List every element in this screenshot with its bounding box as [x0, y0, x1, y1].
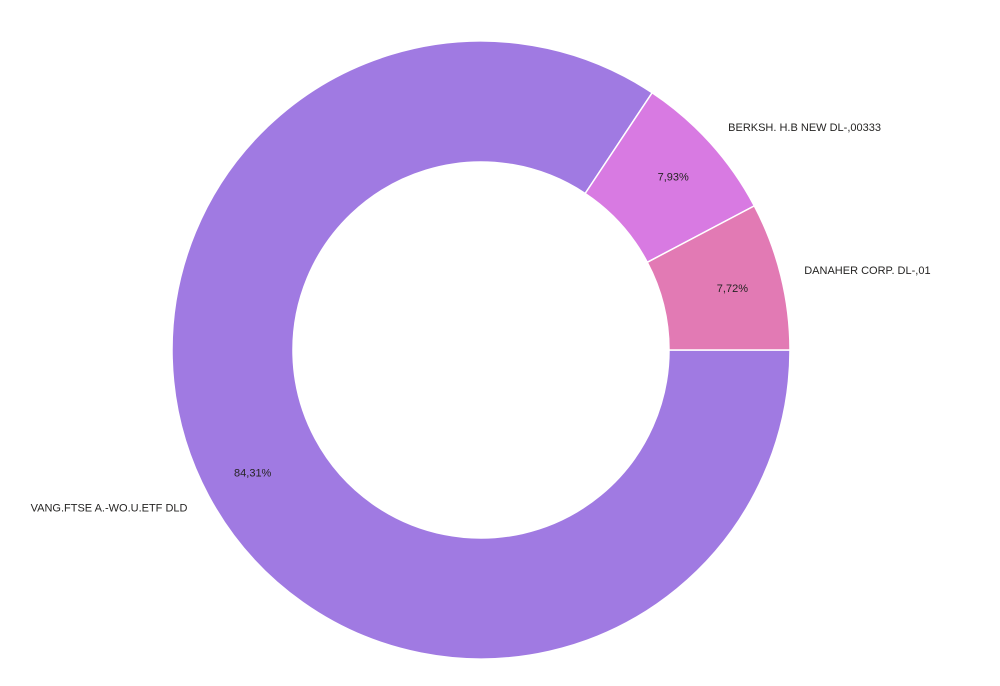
- donut-slice[interactable]: [646, 204, 791, 351]
- slices: [171, 40, 791, 660]
- slice-category-label: DANAHER CORP. DL-,01: [804, 265, 930, 277]
- slice-value-label: 7,72%: [717, 283, 748, 295]
- donut-slice[interactable]: [171, 40, 791, 660]
- slice-category-label: VANG.FTSE A.-WO.U.ETF DLD: [31, 502, 188, 514]
- slice-value-label: 84,31%: [234, 467, 272, 479]
- slice-category-label: BERKSH. H.B NEW DL-,00333: [728, 122, 881, 134]
- slice-value-label: 7,93%: [658, 171, 689, 183]
- labels: 84,31% VANG.FTSE A.-WO.U.ETF DLD 7,93% BERK…: [31, 122, 931, 514]
